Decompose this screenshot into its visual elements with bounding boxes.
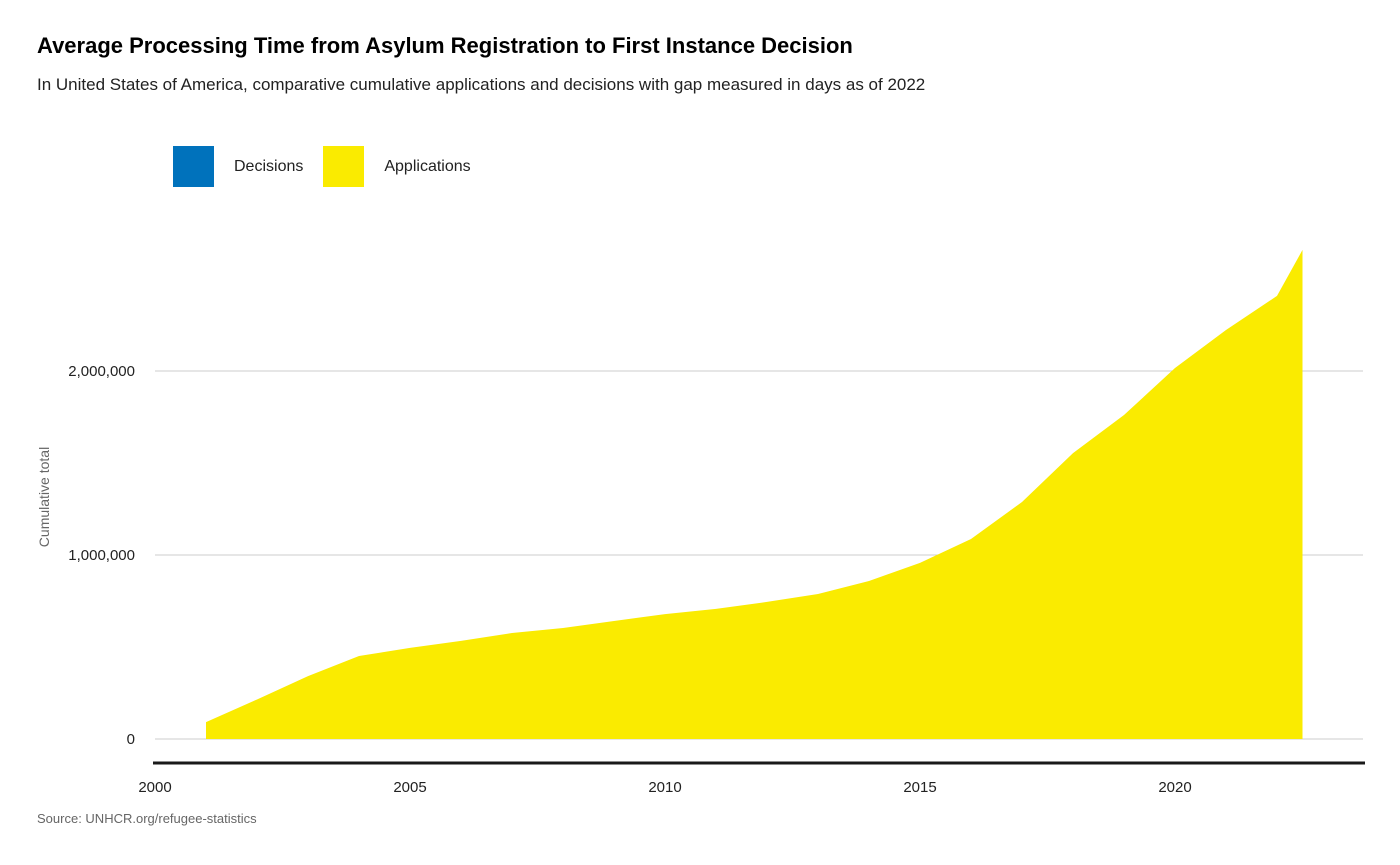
- legend-swatch-decisions: [173, 146, 214, 187]
- legend: Decisions Applications: [173, 146, 491, 187]
- source-note: Source: UNHCR.org/refugee-statistics: [37, 811, 257, 826]
- y-axis-label: Cumulative total: [36, 447, 52, 547]
- x-tick-label: 2010: [648, 779, 681, 796]
- chart-title: Average Processing Time from Asylum Regi…: [37, 33, 853, 58]
- y-tick-label: 2,000,000: [68, 363, 135, 380]
- x-tick-label: 2005: [393, 779, 426, 796]
- x-tick-label: 2000: [138, 779, 171, 796]
- x-tick-label: 2020: [1158, 779, 1191, 796]
- legend-label-decisions: Decisions: [234, 157, 304, 175]
- legend-label-applications: Applications: [384, 157, 471, 175]
- y-tick-label: 1,000,000: [68, 547, 135, 564]
- y-tick-label: 0: [127, 731, 135, 748]
- legend-swatch-applications: [323, 146, 365, 187]
- chart-subtitle: In United States of America, comparative…: [37, 75, 926, 94]
- area-applications: [206, 249, 1303, 740]
- x-tick-label: 2015: [903, 779, 936, 796]
